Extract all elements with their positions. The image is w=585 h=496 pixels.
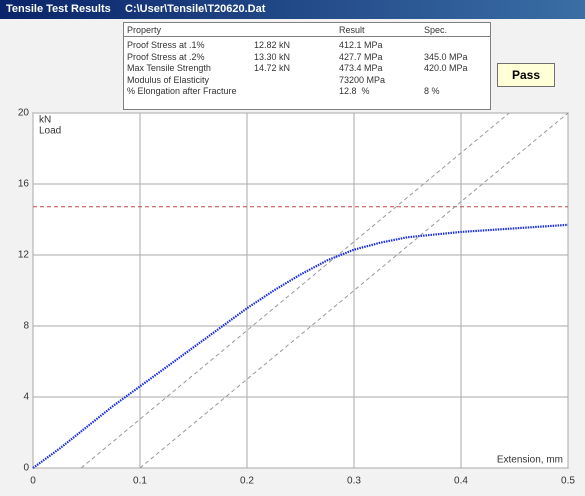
x-axis-label: Extension, mm bbox=[497, 455, 563, 466]
table-cell: Proof Stress at .1% bbox=[127, 40, 205, 50]
column-header: Spec. bbox=[424, 25, 448, 35]
table-cell: 14.72 kN bbox=[254, 63, 291, 73]
table-cell: 412.1 MPa bbox=[339, 40, 383, 50]
table-cell: 8 % bbox=[424, 86, 440, 96]
window-title: Tensile Test Results bbox=[6, 3, 111, 15]
table-cell: 420.0 MPa bbox=[424, 63, 468, 73]
table-cell: 427.7 MPa bbox=[339, 51, 383, 62]
table-cell: 345.0 MPa bbox=[424, 51, 468, 62]
y-tick-label: 0 bbox=[23, 463, 29, 474]
offset-line bbox=[139, 112, 569, 469]
table-cell: 12.82 kN bbox=[254, 40, 291, 50]
y-tick-label: 16 bbox=[18, 179, 30, 190]
title-bar: Tensile Test Results C:\User\Tensile\T20… bbox=[0, 0, 585, 19]
table-cell: 73200 MPa bbox=[339, 74, 386, 85]
column-header: Property bbox=[127, 25, 162, 35]
y-tick-label: 20 bbox=[18, 108, 30, 119]
table-cell: Max Tensile Strength bbox=[127, 63, 211, 73]
y-axis-unit: kN bbox=[39, 115, 51, 126]
status-badge: Pass bbox=[497, 63, 555, 87]
y-tick-label: 12 bbox=[18, 250, 30, 261]
x-tick-label: 0 bbox=[30, 476, 36, 487]
table-cell: 12.8 % bbox=[339, 86, 370, 96]
x-tick-label: 0.2 bbox=[240, 476, 254, 487]
table-cell: 473.4 MPa bbox=[339, 63, 383, 73]
header-divider bbox=[124, 36, 490, 37]
results-table: Property Result Spec. Proof Stress at .1… bbox=[123, 22, 491, 110]
table-cell: % Elongation after Fracture bbox=[127, 86, 237, 96]
table-cell: 13.30 kN bbox=[254, 51, 291, 62]
plot-area bbox=[32, 112, 569, 469]
load-curve bbox=[32, 223, 569, 469]
x-tick-label: 0.4 bbox=[454, 476, 468, 487]
x-tick-label: 0.5 bbox=[561, 476, 575, 487]
x-tick-label: 0.3 bbox=[347, 476, 361, 487]
y-tick-label: 4 bbox=[23, 392, 29, 403]
offset-line bbox=[80, 112, 510, 469]
table-cell: Proof Stress at .2% bbox=[127, 51, 205, 62]
column-header: Result bbox=[339, 25, 365, 35]
table-cell: Modulus of Elasticity bbox=[127, 74, 210, 85]
x-tick-label: 0.1 bbox=[133, 476, 147, 487]
y-tick-label: 8 bbox=[23, 321, 29, 332]
file-path: C:\User\Tensile\T20620.Dat bbox=[125, 3, 266, 15]
y-axis-label: Load bbox=[39, 126, 61, 137]
